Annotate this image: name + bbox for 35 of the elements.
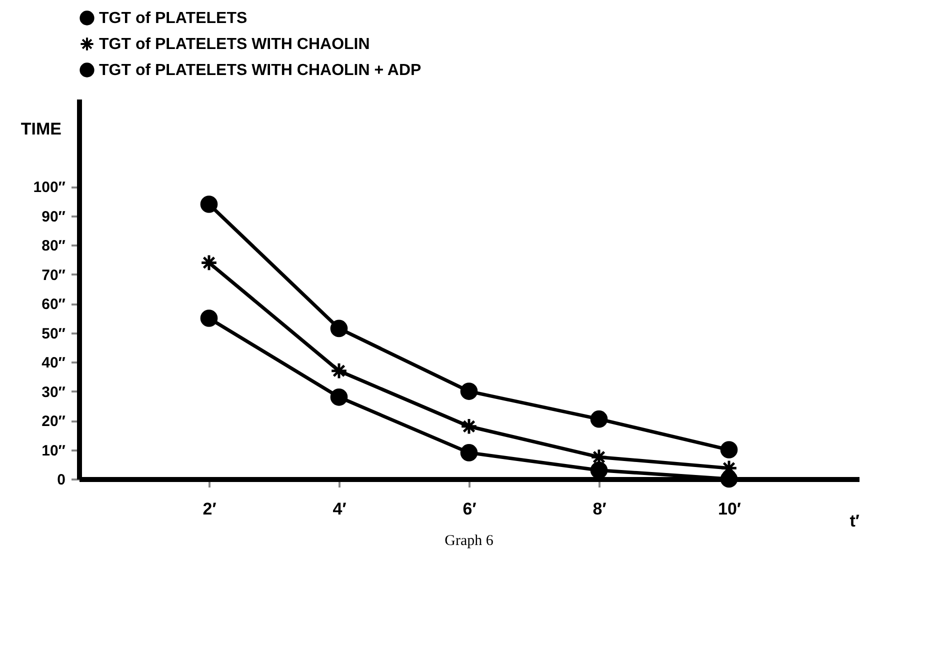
y-tick-label: 10″ <box>42 442 66 460</box>
point <box>590 462 608 479</box>
legend-label: TGT of PLATELETS <box>99 10 248 27</box>
y-tick-label: 70″ <box>42 266 66 284</box>
point <box>200 196 218 213</box>
y-tick-label: 20″ <box>42 413 66 430</box>
y-tick-label: 90″ <box>42 208 66 226</box>
y-axis-title: TIME <box>20 120 62 138</box>
legend-label: TGT of PLATELETS WITH CHAOLIN <box>99 36 370 53</box>
point <box>460 444 478 462</box>
point <box>460 418 478 436</box>
point <box>330 388 348 406</box>
point <box>590 410 608 428</box>
point <box>330 362 348 380</box>
y-tick-label: 80″ <box>42 238 66 255</box>
y-tick-label: 50″ <box>42 325 66 342</box>
point <box>460 382 478 400</box>
legend-label: TGT of PLATELETS WITH CHAOLIN + ADP <box>99 62 422 79</box>
x-tick-label: 10′ <box>718 500 741 518</box>
point <box>200 254 218 272</box>
x-tick-label: 8′ <box>592 500 606 518</box>
y-tick-label: 0 <box>57 472 66 488</box>
x-tick-label: 6′ <box>462 500 476 518</box>
y-tick-label: 40″ <box>42 354 66 372</box>
y-tick-label: 30″ <box>42 384 66 401</box>
point <box>200 310 218 327</box>
point <box>330 320 348 338</box>
point <box>720 470 738 488</box>
x-tick-label: 2′ <box>202 500 216 518</box>
y-tick-label: 100″ <box>33 179 66 196</box>
y-tick-label: 60″ <box>42 296 66 314</box>
x-axis-title: t′ <box>850 512 860 530</box>
caption: Graph 6 <box>444 533 494 549</box>
point <box>720 441 738 458</box>
x-tick-label: 4′ <box>332 500 346 518</box>
